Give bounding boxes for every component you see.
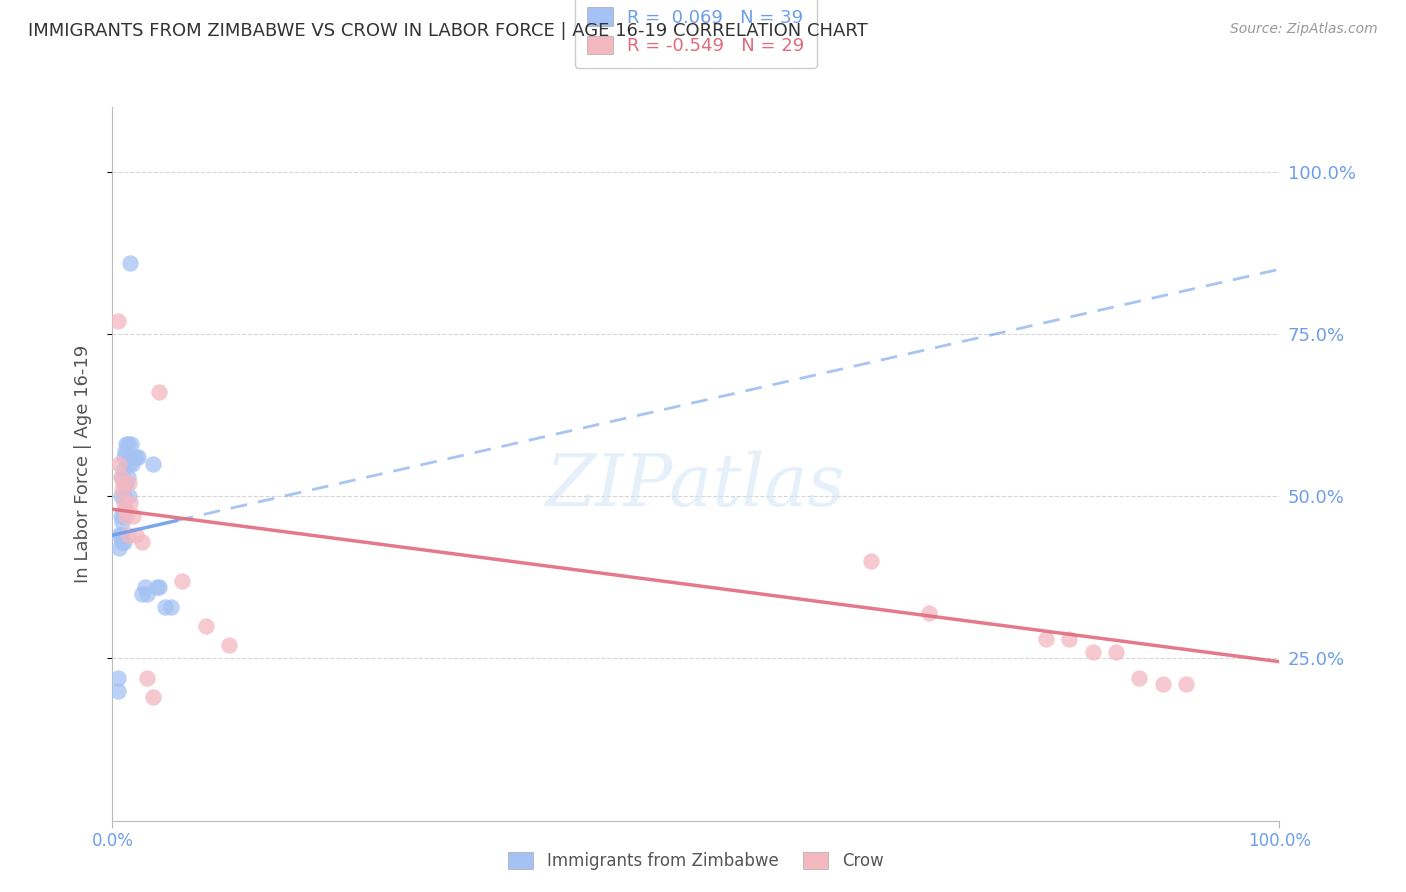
Point	[131, 586, 153, 600]
Point	[125, 450, 148, 465]
Point	[111, 534, 134, 549]
Point	[115, 437, 138, 451]
Point	[1128, 671, 1150, 685]
Point	[110, 489, 132, 503]
Text: Source: ZipAtlas.com: Source: ZipAtlas.com	[1230, 22, 1378, 37]
Legend: Immigrants from Zimbabwe, Crow: Immigrants from Zimbabwe, Crow	[502, 845, 890, 877]
Point	[112, 450, 135, 465]
Point	[146, 580, 169, 594]
Point	[148, 580, 170, 594]
Point	[122, 450, 145, 465]
Point	[117, 470, 139, 484]
Point	[120, 437, 142, 451]
Text: ZIPatlas: ZIPatlas	[546, 450, 846, 521]
Point	[153, 599, 176, 614]
Point	[108, 457, 131, 471]
Point	[1059, 632, 1081, 646]
Point	[117, 528, 139, 542]
Point	[112, 496, 135, 510]
Point	[142, 457, 165, 471]
Point	[172, 574, 194, 588]
Point	[114, 476, 136, 491]
Point	[117, 437, 139, 451]
Point	[148, 385, 170, 400]
Point	[1175, 677, 1198, 691]
Point	[121, 457, 143, 471]
Point	[115, 508, 138, 523]
Point	[1152, 677, 1174, 691]
Point	[114, 502, 136, 516]
Point	[112, 489, 135, 503]
Point	[118, 489, 141, 503]
Point	[111, 508, 134, 523]
Point	[134, 580, 156, 594]
Point	[122, 508, 145, 523]
Point	[118, 496, 141, 510]
Text: IMMIGRANTS FROM ZIMBABWE VS CROW IN LABOR FORCE | AGE 16-19 CORRELATION CHART: IMMIGRANTS FROM ZIMBABWE VS CROW IN LABO…	[28, 22, 868, 40]
Point	[107, 671, 129, 685]
Point	[118, 256, 141, 270]
Point	[111, 463, 134, 477]
Point	[1105, 645, 1128, 659]
Point	[127, 450, 149, 465]
Point	[110, 508, 132, 523]
Point	[108, 528, 131, 542]
Point	[118, 457, 141, 471]
Point	[111, 476, 134, 491]
Point	[115, 476, 138, 491]
Point	[118, 450, 141, 465]
Point	[108, 541, 131, 556]
Point	[1035, 632, 1057, 646]
Point	[114, 502, 136, 516]
Point	[136, 671, 159, 685]
Point	[918, 606, 941, 620]
Point	[107, 314, 129, 328]
Point	[110, 528, 132, 542]
Point	[111, 515, 134, 529]
Point	[1081, 645, 1104, 659]
Point	[125, 528, 148, 542]
Point	[107, 684, 129, 698]
Y-axis label: In Labor Force | Age 16-19: In Labor Force | Age 16-19	[73, 344, 91, 583]
Point	[218, 639, 240, 653]
Point	[111, 470, 134, 484]
Point	[110, 470, 132, 484]
Point	[131, 534, 153, 549]
Point	[118, 476, 141, 491]
Point	[194, 619, 217, 633]
Point	[111, 483, 134, 497]
Point	[112, 534, 135, 549]
Point	[136, 586, 159, 600]
Point	[114, 443, 136, 458]
Point	[160, 599, 183, 614]
Point	[142, 690, 165, 705]
Point	[860, 554, 883, 568]
